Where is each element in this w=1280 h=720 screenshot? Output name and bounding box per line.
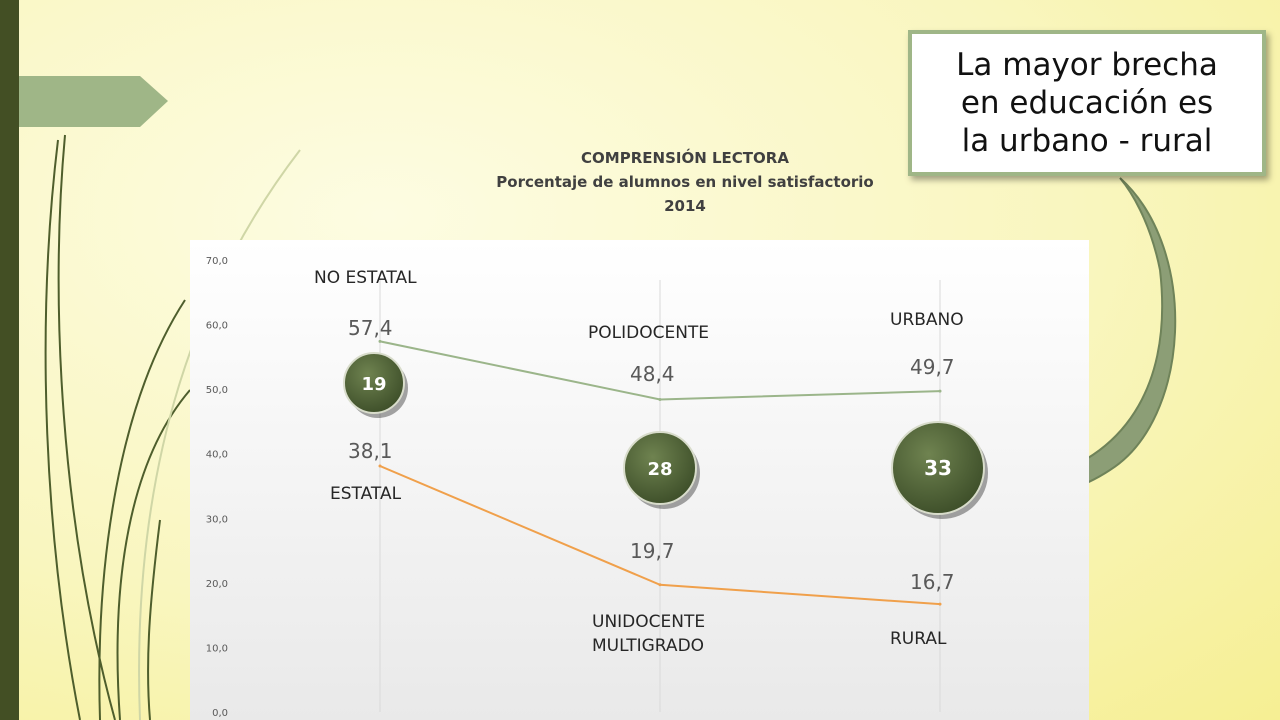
slide-tab-arrow xyxy=(19,76,168,127)
point-category-label: RURAL xyxy=(890,629,947,649)
data-label: 49,7 xyxy=(910,355,955,379)
y-tick-label: 70,0 xyxy=(206,256,228,267)
y-tick-label: 10,0 xyxy=(206,643,228,654)
point-category-label: UNIDOCENTE xyxy=(592,612,705,632)
callout-box: La mayor brecha en educación es la urban… xyxy=(908,30,1266,176)
grass-blade xyxy=(147,519,161,720)
point-category-label: URBANO xyxy=(890,310,964,330)
left-accent-bar xyxy=(0,0,19,720)
chart-title: COMPRENSIÓN LECTORA xyxy=(581,149,789,167)
chart-year: 2014 xyxy=(664,197,706,215)
y-tick-label: 40,0 xyxy=(206,450,228,461)
y-tick-label: 50,0 xyxy=(206,385,228,396)
gap-badge-label: 33 xyxy=(924,456,952,480)
grass-blade xyxy=(57,134,116,720)
data-point xyxy=(378,464,382,468)
y-tick-label: 0,0 xyxy=(212,708,228,719)
gap-badge xyxy=(891,421,985,515)
gap-badge xyxy=(623,431,697,505)
gap-badge xyxy=(343,352,405,414)
chart-title-block: COMPRENSIÓN LECTORA Porcentaje de alumno… xyxy=(380,146,990,218)
gap-badge-label: 19 xyxy=(361,374,386,395)
grass-blade xyxy=(138,149,301,720)
grass-blade xyxy=(98,299,186,720)
y-tick-label: 30,0 xyxy=(206,514,228,525)
data-point xyxy=(658,397,662,401)
point-category-label: POLIDOCENTE xyxy=(588,323,709,343)
point-category-label: ESTATAL xyxy=(330,484,402,504)
data-point xyxy=(658,583,662,587)
data-label: 16,7 xyxy=(910,570,955,594)
point-category-label: MULTIGRADO xyxy=(592,636,704,656)
data-label: 38,1 xyxy=(348,439,393,463)
data-label: 19,7 xyxy=(630,539,675,563)
y-tick-label: 60,0 xyxy=(206,321,228,332)
point-category-label: NO ESTATAL xyxy=(314,268,417,288)
chart-subtitle: Porcentaje de alumnos en nivel satisfact… xyxy=(496,173,874,191)
data-point xyxy=(378,339,382,343)
y-tick-label: 20,0 xyxy=(206,579,228,590)
data-label: 57,4 xyxy=(348,316,393,340)
data-point xyxy=(938,389,942,393)
grass-blade xyxy=(44,139,81,720)
data-label: 48,4 xyxy=(630,362,675,386)
data-point xyxy=(938,602,942,606)
gap-badge-label: 28 xyxy=(647,459,672,480)
